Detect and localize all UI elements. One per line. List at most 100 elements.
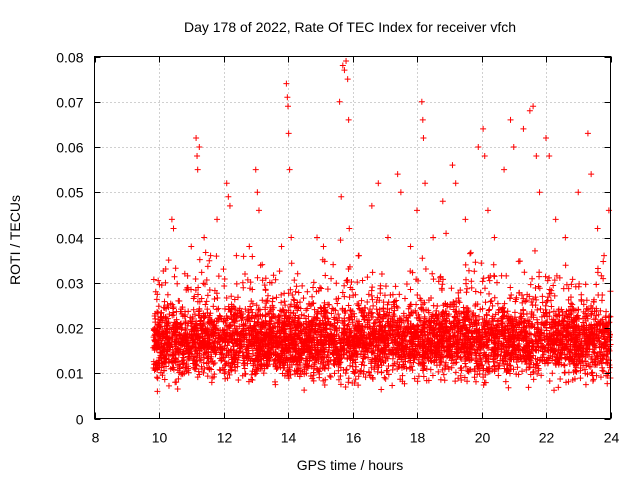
- data-point: [510, 332, 517, 339]
- data-point: [490, 272, 497, 279]
- data-point: [568, 316, 575, 323]
- data-point: [366, 369, 373, 376]
- data-point: [428, 343, 435, 350]
- data-point: [417, 328, 424, 335]
- data-point: [287, 357, 294, 364]
- data-point: [594, 358, 601, 365]
- data-point: [483, 351, 490, 358]
- data-point: [336, 335, 343, 342]
- data-point: [157, 310, 164, 317]
- data-point: [356, 306, 363, 313]
- data-point: [229, 327, 236, 334]
- data-point: [205, 355, 212, 362]
- data-point: [328, 310, 335, 317]
- data-point: [482, 329, 489, 336]
- data-point: [467, 249, 474, 256]
- data-point: [442, 359, 449, 366]
- data-point: [590, 336, 597, 343]
- data-point: [568, 300, 575, 307]
- data-point: [315, 287, 322, 294]
- data-point: [325, 358, 332, 365]
- data-point: [217, 327, 224, 334]
- data-point: [539, 299, 546, 306]
- data-point: [475, 313, 482, 320]
- data-point: [338, 334, 345, 341]
- data-point: [535, 367, 542, 374]
- data-point: [394, 358, 401, 365]
- data-point: [242, 306, 249, 313]
- data-point: [591, 362, 598, 369]
- data-point: [341, 293, 348, 300]
- data-point: [427, 357, 434, 364]
- data-point: [203, 298, 210, 305]
- data-point: [278, 299, 285, 306]
- data-point: [527, 363, 534, 370]
- data-point: [591, 349, 598, 356]
- data-point: [502, 355, 509, 362]
- data-point: [210, 361, 217, 368]
- data-point: [452, 315, 459, 322]
- data-point: [600, 352, 607, 359]
- data-point: [427, 322, 434, 329]
- data-point: [542, 310, 549, 317]
- data-point: [528, 331, 535, 338]
- data-point: [287, 371, 294, 378]
- data-point: [214, 294, 221, 301]
- data-point: [198, 295, 205, 302]
- data-point: [174, 386, 181, 393]
- data-point: [234, 294, 241, 301]
- data-point: [405, 317, 412, 324]
- data-point: [555, 306, 562, 313]
- data-point: [301, 312, 308, 319]
- data-point: [563, 324, 570, 331]
- data-point: [438, 285, 445, 292]
- data-point: [264, 292, 271, 299]
- data-point: [538, 313, 545, 320]
- data-point: [456, 299, 463, 306]
- data-point: [336, 361, 343, 368]
- data-point: [389, 382, 396, 389]
- data-point: [333, 354, 340, 361]
- data-point: [468, 284, 475, 291]
- data-point: [488, 298, 495, 305]
- data-point: [413, 301, 420, 308]
- data-point: [555, 355, 562, 362]
- data-point: [593, 326, 600, 333]
- data-point: [379, 315, 386, 322]
- data-point: [446, 352, 453, 359]
- data-point: [376, 355, 383, 362]
- data-point: [582, 381, 589, 388]
- data-point: [507, 342, 514, 349]
- data-point: [352, 291, 359, 298]
- data-point: [462, 276, 469, 283]
- data-point: [522, 357, 529, 364]
- data-point: [195, 284, 202, 291]
- data-point: [248, 298, 255, 305]
- data-point: [248, 315, 255, 322]
- data-point: [206, 312, 213, 319]
- data-point: [245, 325, 252, 332]
- data-point: [303, 339, 310, 346]
- data-point: [471, 268, 478, 275]
- data-point: [196, 371, 203, 378]
- data-point: [276, 316, 283, 323]
- data-point: [252, 356, 259, 363]
- data-point: [472, 357, 479, 364]
- data-point: [529, 275, 536, 282]
- data-point: [232, 318, 239, 325]
- data-point: [472, 302, 479, 309]
- data-point: [270, 350, 277, 357]
- data-point: [495, 372, 502, 379]
- data-point: [569, 276, 576, 283]
- data-point: [450, 301, 457, 308]
- data-point: [573, 350, 580, 357]
- data-point: [365, 291, 372, 298]
- data-point: [496, 362, 503, 369]
- data-point: [496, 327, 503, 334]
- data-point: [224, 329, 231, 336]
- data-point: [274, 328, 281, 335]
- data-point: [306, 344, 313, 351]
- data-point: [387, 291, 394, 298]
- data-point: [427, 335, 434, 342]
- data-point: [407, 359, 414, 366]
